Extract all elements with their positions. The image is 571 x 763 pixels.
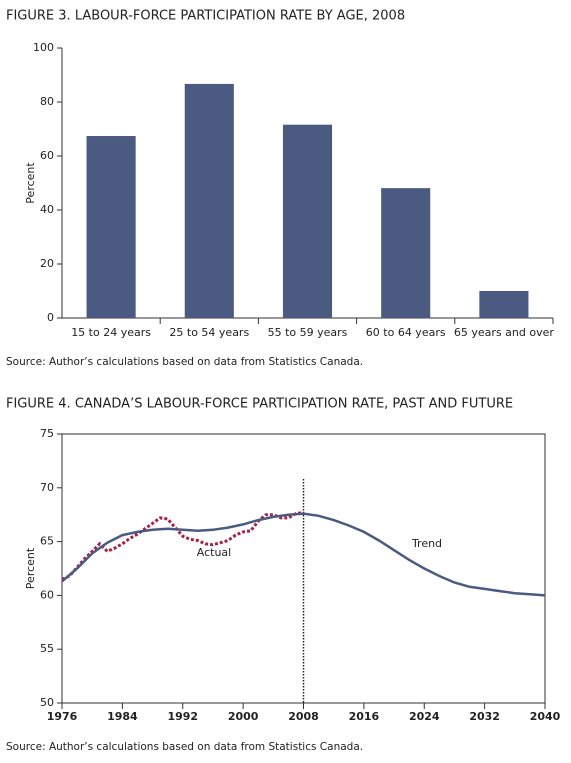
x-tick-label: 15 to 24 years bbox=[71, 326, 151, 339]
x-tick-label: 55 to 59 years bbox=[268, 326, 348, 339]
y-tick-label: 70 bbox=[40, 481, 54, 494]
y-tick-label: 50 bbox=[40, 696, 54, 709]
x-tick-label: 2016 bbox=[349, 710, 380, 723]
y-tick-label: 20 bbox=[40, 257, 54, 270]
y-tick-label: 40 bbox=[40, 203, 54, 216]
bar bbox=[184, 83, 234, 318]
chart-title: FIGURE 3. LABOUR-FORCE PARTICIPATION RAT… bbox=[6, 9, 405, 24]
x-tick-label: 65 years and over bbox=[454, 326, 554, 339]
y-tick-label: 55 bbox=[40, 642, 54, 655]
bar bbox=[86, 136, 136, 318]
bar bbox=[282, 124, 333, 319]
y-tick-label: 100 bbox=[33, 41, 54, 54]
series-label: Actual bbox=[197, 546, 231, 559]
source-note: Source: Author’s calculations based on d… bbox=[6, 356, 363, 368]
series-label: Trend bbox=[411, 537, 442, 550]
x-tick-label: 60 to 64 years bbox=[366, 326, 446, 339]
y-tick-label: 0 bbox=[47, 311, 54, 324]
x-tick-label: 2024 bbox=[409, 710, 440, 723]
x-tick-label: 2000 bbox=[228, 710, 259, 723]
x-tick-label: 2040 bbox=[530, 710, 561, 723]
chart-title: FIGURE 4. CANADA’S LABOUR-FORCE PARTICIP… bbox=[6, 397, 513, 412]
y-tick-label: 60 bbox=[40, 588, 54, 601]
x-tick-label: 1984 bbox=[107, 710, 138, 723]
bar bbox=[479, 291, 529, 318]
y-tick-label: 75 bbox=[40, 427, 54, 440]
x-tick-label: 1976 bbox=[47, 710, 78, 723]
y-tick-label: 60 bbox=[40, 149, 54, 162]
series-line bbox=[61, 512, 546, 597]
y-axis-label: Percent bbox=[24, 547, 37, 589]
y-tick-label: 80 bbox=[40, 95, 54, 108]
series-line bbox=[61, 511, 304, 581]
x-tick-label: 25 to 54 years bbox=[169, 326, 249, 339]
x-tick-label: 1992 bbox=[167, 710, 198, 723]
y-axis-label: Percent bbox=[24, 162, 37, 204]
source-note: Source: Author’s calculations based on d… bbox=[6, 741, 363, 753]
x-tick-label: 2008 bbox=[288, 710, 319, 723]
bar bbox=[381, 188, 431, 318]
y-tick-label: 65 bbox=[40, 535, 54, 548]
x-tick-label: 2032 bbox=[469, 710, 500, 723]
